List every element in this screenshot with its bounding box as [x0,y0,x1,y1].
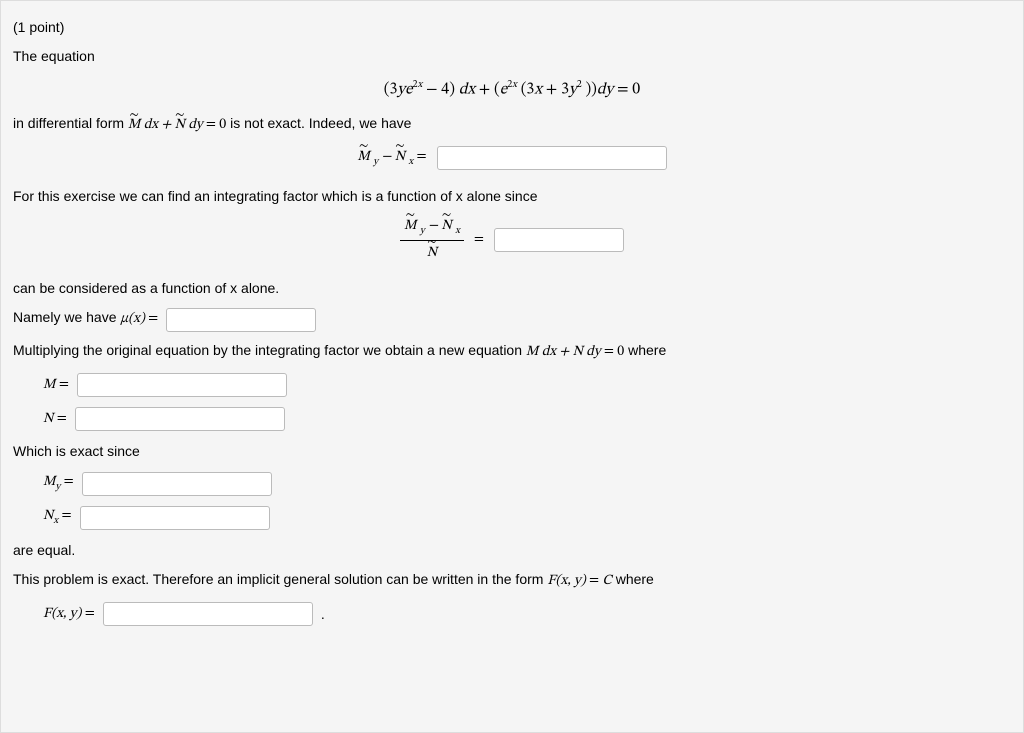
problem-page: (1 point) The equation (3ye2x − 4) dx + … [0,0,1024,733]
multiply-text: Multiplying the original equation by the… [13,340,1011,363]
input-F[interactable] [103,602,313,626]
My-row: My = [13,472,1011,496]
points-line: (1 point) [13,17,1011,38]
integrating-factor-text: For this exercise we can find an integra… [13,186,1011,207]
equals-sign: = [474,231,484,249]
input-fraction[interactable] [494,228,624,252]
F-label: F(x, y) = [43,605,95,623]
Nx-label: Nx = [43,507,72,528]
input-N[interactable] [75,407,285,431]
main-equation: (3ye2x − 4) dx + (e2x (3x + 3y2 ))dy = 0 [13,79,1011,99]
my-minus-nx-label: M y − N x = [357,148,426,169]
differential-form-line: in differential form M dx + N dy = 0 is … [13,113,1011,136]
My-label: My = [43,473,74,494]
input-My[interactable] [82,472,272,496]
input-mu[interactable] [166,308,316,332]
M-label: M = [43,376,69,394]
N-row: N = [13,407,1011,431]
input-Nx[interactable] [80,506,270,530]
are-equal-text: are equal. [13,540,1011,561]
F-row: F(x, y) = . [13,602,1011,626]
M-row: M = [13,373,1011,397]
input-my-minus-nx[interactable] [437,146,667,170]
exact-since-text: Which is exact since [13,441,1011,462]
N-label: N = [43,410,67,428]
fn-x-alone-text: can be considered as a function of x alo… [13,278,1011,299]
mu-row: Namely we have μ(x) = [13,307,1011,332]
Nx-row: Nx = [13,506,1011,530]
fraction: M y − N x N [400,217,464,262]
my-minus-nx-row: M y − N x = [13,146,1011,170]
fraction-row: M y − N x N = [13,217,1011,262]
mu-label: μ(x) = [120,309,158,330]
final-period: . [321,606,325,622]
final-text: This problem is exact. Therefore an impl… [13,569,1011,592]
input-M[interactable] [77,373,287,397]
intro-line: The equation [13,46,1011,67]
